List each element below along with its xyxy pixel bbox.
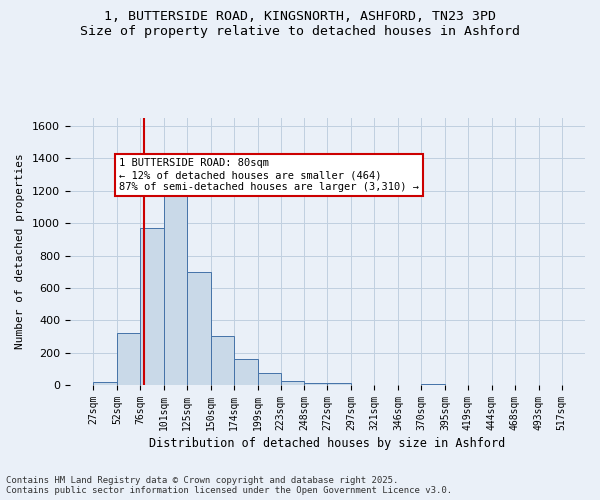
Bar (117, 334, 140, 385)
Bar (164, 189, 187, 385)
Text: 1 BUTTERSIDE ROAD: 80sqm
← 12% of detached houses are smaller (464)
87% of semi-: 1 BUTTERSIDE ROAD: 80sqm ← 12% of detach… (119, 158, 419, 192)
Bar (281, 381, 304, 385)
Bar (93, 382, 117, 385)
X-axis label: Distribution of detached houses by size in Ashford: Distribution of detached houses by size … (149, 437, 506, 450)
Bar (234, 359, 257, 385)
Bar (211, 336, 234, 385)
Text: Contains HM Land Registry data © Crown copyright and database right 2025.
Contai: Contains HM Land Registry data © Crown c… (6, 476, 452, 495)
Bar (304, 382, 328, 385)
Bar (187, 272, 211, 385)
Bar (421, 384, 445, 385)
Bar (140, 228, 164, 385)
Bar (328, 384, 351, 385)
Bar (257, 373, 281, 385)
Text: 1, BUTTERSIDE ROAD, KINGSNORTH, ASHFORD, TN23 3PD
Size of property relative to d: 1, BUTTERSIDE ROAD, KINGSNORTH, ASHFORD,… (80, 10, 520, 38)
Y-axis label: Number of detached properties: Number of detached properties (15, 154, 25, 350)
